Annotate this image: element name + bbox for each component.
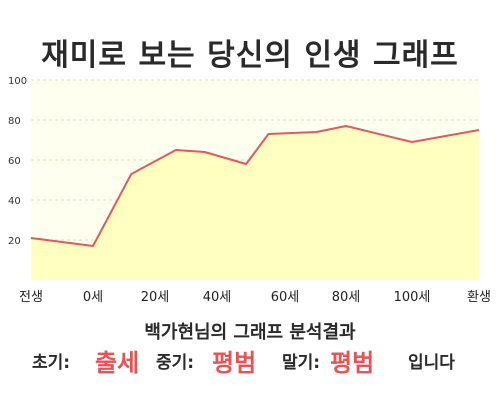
early-value: 출세 <box>95 349 140 377</box>
x-tick-label: 20세 <box>141 290 170 305</box>
early-label: 초기: <box>32 353 71 373</box>
y-tick-label: 100 <box>8 76 27 87</box>
x-tick-label: 60세 <box>271 290 300 305</box>
x-tick-label: 80세 <box>332 290 361 305</box>
x-tick-label: 100세 <box>394 290 431 305</box>
x-tick-label: 40세 <box>203 290 232 305</box>
series-area <box>31 126 479 280</box>
x-tick-label: 환생 <box>467 290 491 305</box>
result-suffix: 입니다 <box>408 353 455 373</box>
life-graph-chart: 20 40 60 80 100 전생 0세 20세 40세 60세 80세 100세 환생 <box>8 76 491 305</box>
y-tick-label: 20 <box>8 236 21 247</box>
result-summary: 초기: 출세 중기: 평범 말기: 평범 입니다 <box>0 346 500 380</box>
late-value: 평범 <box>330 349 375 377</box>
x-tick-label: 0세 <box>83 290 103 305</box>
y-tick-label: 40 <box>8 196 21 207</box>
mid-value: 평범 <box>212 349 257 377</box>
x-tick-label: 전생 <box>19 290 43 305</box>
y-tick-label: 60 <box>8 156 21 167</box>
result-title: 백가현님의 그래프 분석결과 <box>144 322 356 343</box>
y-tick-label: 80 <box>8 116 21 127</box>
page-title: 재미로 보는 당신의 인생 그래프 <box>41 38 459 73</box>
series-line <box>30 125 480 247</box>
mid-label: 중기: <box>156 353 195 373</box>
late-label: 말기: <box>282 353 321 373</box>
